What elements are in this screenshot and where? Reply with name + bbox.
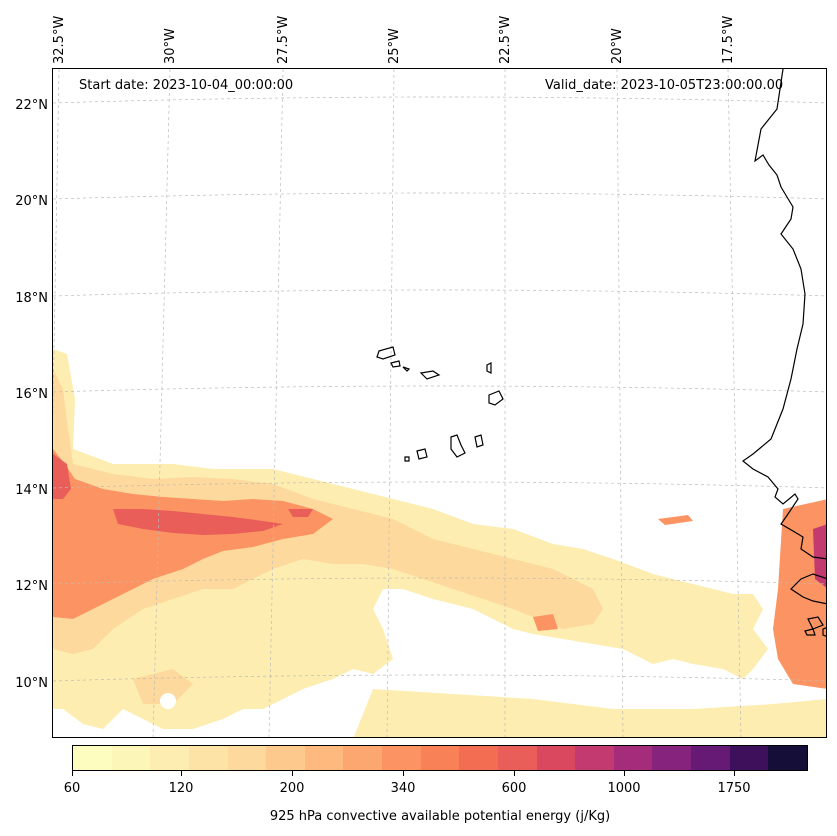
coastlines <box>376 69 826 637</box>
colorbar-tick-200 <box>292 771 293 776</box>
island-boa-vista <box>488 390 504 406</box>
island-brava <box>404 456 410 462</box>
colorbar-segment <box>304 746 344 770</box>
island-santa-luzia <box>402 366 411 372</box>
island-sal <box>486 362 492 374</box>
map-panel <box>52 68 827 738</box>
colorbar-segment <box>150 746 189 770</box>
island-santiago <box>450 434 466 458</box>
lon-label-17-5w: 17.5°W <box>721 15 736 64</box>
colorbar-label-1000: 1000 <box>607 781 641 796</box>
gridline-lon-17-5 <box>727 69 742 737</box>
colorbar-title: 925 hPa convective available potential e… <box>269 809 611 824</box>
lat-label-16n: 16°N <box>15 387 48 402</box>
colorbar-label-120: 120 <box>168 781 194 796</box>
african-coastline <box>741 69 826 560</box>
cape-spot-west <box>133 669 193 704</box>
gridline-lat-18 <box>53 289 826 297</box>
lat-label-10n: 10°N <box>15 676 48 691</box>
gridlines <box>53 69 826 737</box>
island-sao-vicente <box>390 360 401 368</box>
colorbar-label-200: 200 <box>279 781 305 796</box>
colorbar-tick-340 <box>403 771 404 776</box>
colorbar-label-60: 60 <box>63 781 81 796</box>
map-canvas <box>53 69 826 737</box>
gridline-lat-20 <box>53 192 826 200</box>
colorbar-segment <box>73 746 112 770</box>
start-date-label: Start date: 2023-10-04_00:00:00 <box>79 78 294 93</box>
gridline-lon-20 <box>616 69 624 737</box>
lon-label-20w: 20°W <box>610 28 625 64</box>
cape-band-low-south <box>353 689 826 737</box>
gridline-lon-30 <box>152 69 171 737</box>
colorbar-tick-1000 <box>624 771 625 776</box>
gridline-lat-12 <box>53 577 826 585</box>
colorbar-segment <box>613 746 653 770</box>
bijagos-islands <box>804 616 826 637</box>
colorbar-segment <box>459 746 498 770</box>
colorbar-label-600: 600 <box>501 781 527 796</box>
gridline-lat-14 <box>53 481 826 489</box>
cape-east-strip <box>658 515 693 525</box>
colorbar-segment <box>652 746 691 770</box>
lon-label-22-5w: 22.5°W <box>498 15 513 64</box>
colorbar-segment <box>227 746 267 770</box>
lat-label-22n: 22°N <box>15 98 48 113</box>
cape-east-coast-core <box>813 524 826 588</box>
valid-date-label: Valid_date: 2023-10-05T23:00:00.00 <box>545 78 784 93</box>
colorbar-segment <box>382 746 421 770</box>
colorbar-segment <box>729 746 769 770</box>
lon-label-25w: 25°W <box>387 28 402 64</box>
colorbar-segment <box>420 746 460 770</box>
cape-band-mid <box>53 369 603 654</box>
colorbar-segment <box>111 746 151 770</box>
island-maio <box>474 434 484 448</box>
lat-label-14n: 14°N <box>15 483 48 498</box>
colorbar-segment <box>575 746 614 770</box>
colorbar-label-340: 340 <box>390 781 416 796</box>
lon-label-32-5w: 32.5°W <box>52 15 67 64</box>
island-santo-antao <box>376 346 396 360</box>
cape-spot-south <box>533 614 558 631</box>
colorbar <box>72 745 808 771</box>
lat-label-20n: 20°N <box>15 194 48 209</box>
island-sao-nicolau <box>419 370 441 380</box>
gridline-lat-16 <box>53 385 826 393</box>
colorbar-tick-120 <box>181 771 182 776</box>
african-coastline-south <box>790 573 826 605</box>
gridline-lat-10 <box>53 674 826 682</box>
gridline-lat-22 <box>53 96 826 104</box>
lon-label-30w: 30°W <box>163 28 178 64</box>
colorbar-tick-1750 <box>734 771 735 776</box>
colorbar-label-1750: 1750 <box>717 781 751 796</box>
cape-core-2 <box>113 509 283 535</box>
gridline-lon-27-5 <box>268 69 284 737</box>
colorbar-tick-60 <box>72 771 73 776</box>
colorbar-segment <box>266 746 305 770</box>
colorbar-tick-600 <box>514 771 515 776</box>
lon-label-27-5w: 27.5°W <box>276 15 291 64</box>
colorbar-segment <box>768 746 807 770</box>
colorbar-segment <box>536 746 576 770</box>
colorbar-segment <box>188 746 228 770</box>
colorbar-segment <box>343 746 382 770</box>
island-fogo <box>416 448 428 460</box>
cape-hole-west <box>160 693 176 709</box>
gridline-lon-25 <box>386 69 395 737</box>
colorbar-segment <box>691 746 730 770</box>
cape-core-3 <box>288 509 313 517</box>
lat-label-18n: 18°N <box>15 291 48 306</box>
lat-label-12n: 12°N <box>15 579 48 594</box>
cape-field <box>53 349 826 737</box>
colorbar-segment <box>497 746 537 770</box>
